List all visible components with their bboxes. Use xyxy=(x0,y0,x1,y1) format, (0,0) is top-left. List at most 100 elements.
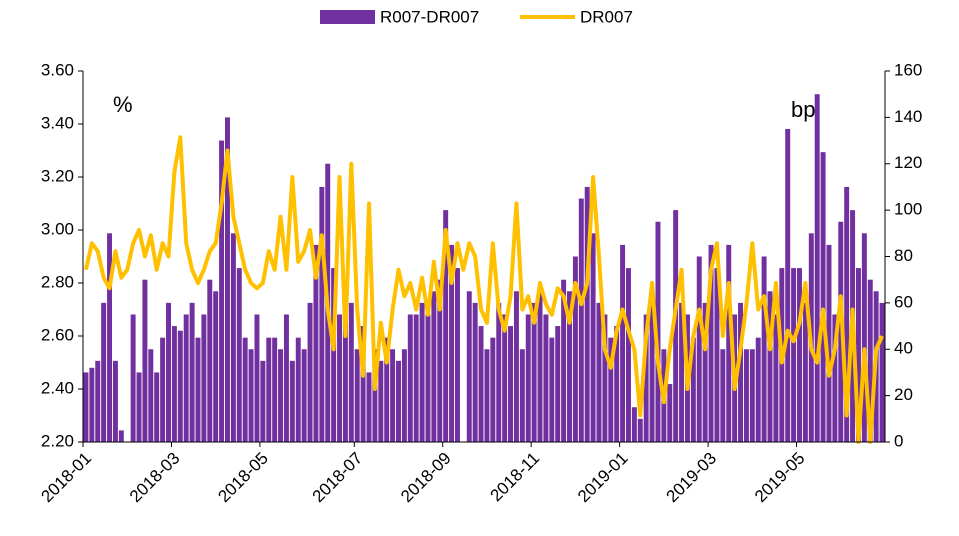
bar xyxy=(283,314,289,442)
legend-swatch xyxy=(320,10,375,24)
bar xyxy=(761,256,767,442)
bar xyxy=(525,314,531,442)
bar xyxy=(708,244,714,442)
bar xyxy=(219,140,225,442)
bar xyxy=(802,302,808,442)
bar xyxy=(454,268,460,442)
bar xyxy=(207,279,213,442)
bar xyxy=(177,330,183,442)
bar xyxy=(820,152,826,442)
y2-tick-label: 140 xyxy=(894,107,922,126)
bar xyxy=(419,302,425,442)
bar xyxy=(112,360,118,442)
bar xyxy=(466,291,472,442)
bar xyxy=(378,360,384,442)
bar xyxy=(107,233,113,442)
bar xyxy=(248,349,254,442)
bar xyxy=(101,302,107,442)
x-tick-label: 2018-07 xyxy=(309,449,367,507)
y-tick-label: 2.40 xyxy=(41,378,74,397)
bar xyxy=(384,337,390,442)
line-series xyxy=(83,135,884,444)
x-tick-label: 2018-03 xyxy=(126,449,184,507)
annotation: % xyxy=(113,92,133,117)
x-tick-label: 2018-05 xyxy=(214,449,272,507)
bar xyxy=(171,326,177,442)
bar xyxy=(183,314,189,442)
bar xyxy=(166,302,171,442)
bar xyxy=(844,186,850,442)
bar xyxy=(502,314,508,442)
legend-label: DR007 xyxy=(580,7,633,26)
bar xyxy=(449,244,455,442)
bar xyxy=(89,367,95,442)
bar xyxy=(431,291,437,442)
bar xyxy=(401,349,407,442)
bar xyxy=(254,314,260,442)
bar xyxy=(148,349,154,442)
bar xyxy=(614,326,620,442)
y2-tick-label: 100 xyxy=(894,200,922,219)
bar xyxy=(749,349,755,442)
bar xyxy=(667,384,673,442)
bar xyxy=(637,418,643,442)
bar xyxy=(337,314,342,442)
bar xyxy=(118,430,124,442)
bar xyxy=(360,326,366,442)
bar xyxy=(348,302,354,442)
bar xyxy=(643,314,649,442)
x-tick-label: 2018-09 xyxy=(397,449,455,507)
bar xyxy=(242,337,248,442)
bar xyxy=(142,279,148,442)
x-tick-label: 2019-01 xyxy=(574,449,632,507)
bar xyxy=(289,360,295,442)
bar xyxy=(396,360,401,442)
bar xyxy=(826,244,832,442)
y-tick-label: 2.80 xyxy=(41,272,74,291)
bar xyxy=(738,302,743,442)
y2-tick-label: 0 xyxy=(894,431,903,450)
bar xyxy=(319,186,325,442)
bar xyxy=(236,268,242,442)
y2-tick-label: 160 xyxy=(894,60,922,79)
bar xyxy=(478,326,484,442)
bar xyxy=(437,279,443,442)
bar xyxy=(295,337,301,442)
bar xyxy=(631,407,637,442)
bar xyxy=(584,186,590,442)
bar xyxy=(472,302,478,442)
bar xyxy=(496,302,502,442)
bar xyxy=(195,337,201,442)
bar xyxy=(443,210,449,442)
bar xyxy=(567,291,572,442)
bar xyxy=(543,314,549,442)
bar xyxy=(272,337,278,442)
bar xyxy=(537,291,543,442)
bar xyxy=(508,326,514,442)
bar xyxy=(767,291,773,442)
bar xyxy=(313,244,319,442)
bar xyxy=(690,337,696,442)
bar xyxy=(602,314,608,442)
y2-tick-label: 80 xyxy=(894,246,913,265)
bar xyxy=(797,268,802,442)
bar xyxy=(773,314,779,442)
bar xyxy=(425,314,431,442)
bar xyxy=(331,268,337,442)
bar xyxy=(407,314,413,442)
bar xyxy=(755,337,761,442)
bar xyxy=(372,349,378,442)
bar xyxy=(590,233,596,442)
bar xyxy=(578,198,584,442)
bar xyxy=(867,279,873,442)
bar xyxy=(726,244,732,442)
bar xyxy=(513,291,519,442)
y-tick-label: 2.60 xyxy=(41,325,74,344)
bar xyxy=(230,233,236,442)
bar xyxy=(95,360,101,442)
y-tick-label: 2.20 xyxy=(41,431,74,450)
bar xyxy=(366,372,372,442)
bar xyxy=(549,337,555,442)
bar xyxy=(490,337,496,442)
y2-tick-label: 60 xyxy=(894,292,913,311)
